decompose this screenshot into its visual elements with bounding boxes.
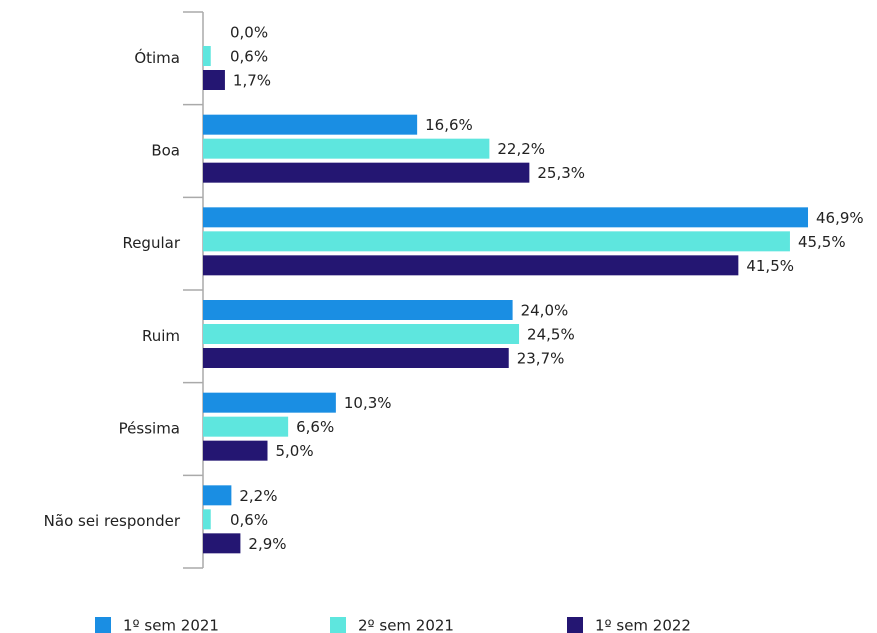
bar <box>203 533 241 554</box>
data-label: 2,9% <box>248 535 286 553</box>
bar <box>203 114 418 135</box>
bar <box>203 231 790 252</box>
data-label: 5,0% <box>276 442 314 460</box>
y-tick-label: Ruim <box>142 327 180 345</box>
data-label: 16,6% <box>425 116 473 134</box>
y-tick-label: Boa <box>151 142 180 160</box>
legend-swatch <box>330 617 346 633</box>
bar <box>203 207 809 228</box>
data-label: 0,0% <box>230 24 268 42</box>
data-label: 41,5% <box>746 257 794 275</box>
bar <box>203 255 739 276</box>
data-label: 24,0% <box>521 302 569 320</box>
data-label: 25,3% <box>537 164 585 182</box>
data-label: 0,6% <box>230 511 268 529</box>
bar <box>203 416 289 437</box>
data-label: 22,2% <box>497 140 545 158</box>
data-label: 6,6% <box>296 418 334 436</box>
data-label: 46,9% <box>816 209 864 227</box>
bar <box>203 440 268 461</box>
bar <box>203 509 211 530</box>
legend-label: 1º sem 2021 <box>123 617 219 633</box>
data-label: 24,5% <box>527 326 575 344</box>
bar <box>203 324 520 344</box>
data-label: 10,3% <box>344 394 392 412</box>
legend-swatch <box>567 617 583 633</box>
data-label: 1,7% <box>233 72 271 90</box>
bar <box>203 485 232 506</box>
y-tick-label: Péssima <box>119 420 180 438</box>
data-label: 23,7% <box>517 350 565 368</box>
bar <box>203 348 509 368</box>
bar <box>203 70 225 90</box>
legend-label: 2º sem 2021 <box>358 617 454 633</box>
bar <box>203 138 490 159</box>
legend-swatch <box>95 617 111 633</box>
y-tick-label: Ótima <box>134 48 180 67</box>
bar <box>203 162 530 183</box>
data-label: 2,2% <box>239 487 277 505</box>
legend-label: 1º sem 2022 <box>595 617 691 633</box>
bar <box>203 46 211 66</box>
bar <box>203 392 336 413</box>
data-label: 45,5% <box>798 233 846 251</box>
y-tick-label: Regular <box>122 234 180 252</box>
y-tick-label: Não sei responder <box>44 512 181 530</box>
bar <box>203 300 513 320</box>
data-label: 0,6% <box>230 48 268 66</box>
